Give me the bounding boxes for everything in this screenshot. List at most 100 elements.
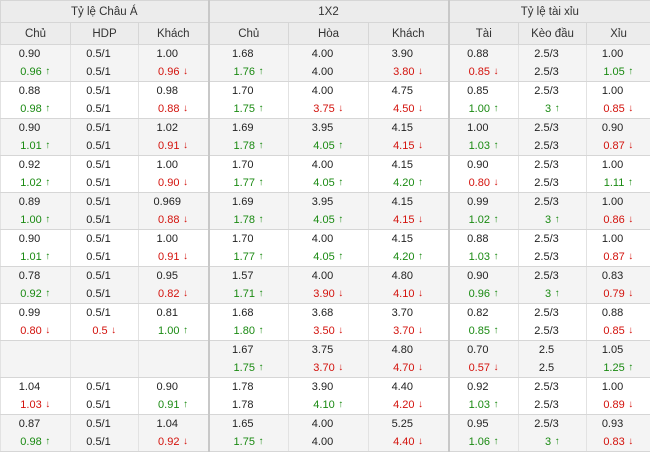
- odds-cell-hdp[interactable]: 0.5/1 0.5/1: [70, 81, 139, 119]
- odds-cell-asian-home[interactable]: 1.04 1.03 ↓: [0, 377, 71, 415]
- odds-cell-away-win[interactable]: 4.80 4.10 ↓: [368, 266, 450, 304]
- odds-cell-draw[interactable]: 4.00 4.00: [288, 44, 370, 82]
- odds-cell-away-win[interactable]: 4.15 4.20 ↑: [368, 229, 450, 267]
- odds-cell-opening-line[interactable]: 2.5/3 2.5/3: [518, 118, 588, 156]
- odds-cell-draw[interactable]: 3.95 4.05 ↑: [288, 192, 370, 230]
- odds-cell-home-win[interactable]: 1.57 1.71 ↑: [207, 266, 290, 304]
- odds-cell-hdp[interactable]: 0.5/1 0.5/1: [70, 229, 139, 267]
- odds-cell-over[interactable]: 0.90 0.96 ↑: [447, 266, 520, 304]
- odds-cell-asian-home[interactable]: [0, 340, 71, 378]
- odds-cell-asian-home[interactable]: 0.92 1.02 ↑: [0, 155, 71, 193]
- odds-cell-away-win[interactable]: 5.25 4.40 ↓: [368, 414, 450, 452]
- odds-cell-draw[interactable]: 4.00 4.05 ↑: [288, 155, 370, 193]
- odds-cell-asian-home[interactable]: 0.78 0.92 ↑: [0, 266, 71, 304]
- odds-cell-away-win[interactable]: 4.15 4.15 ↓: [368, 118, 450, 156]
- odds-cell-over[interactable]: 0.85 1.00 ↑: [447, 81, 520, 119]
- odds-row[interactable]: 0.90 1.01 ↑ 0.5/1 0.5/1 1.00 0.91 ↓ 1.70 1.77 ↑ 4.0…: [0, 229, 650, 267]
- odds-cell-under[interactable]: 1.00 0.89 ↓: [586, 377, 650, 415]
- odds-cell-draw[interactable]: 4.00 3.90 ↓: [288, 266, 370, 304]
- odds-cell-asian-away[interactable]: 0.81 1.00 ↑: [137, 303, 210, 341]
- odds-cell-opening-line[interactable]: 2.5/3 3 ↑: [518, 266, 588, 304]
- odds-cell-draw[interactable]: 3.95 4.05 ↑: [288, 118, 370, 156]
- odds-cell-asian-away[interactable]: 1.00 0.96 ↓: [137, 44, 210, 82]
- odds-cell-home-win[interactable]: 1.68 1.80 ↑: [207, 303, 290, 341]
- odds-cell-asian-home[interactable]: 0.90 0.96 ↑: [0, 44, 71, 82]
- odds-cell-hdp[interactable]: [70, 340, 139, 378]
- odds-cell-over[interactable]: 0.70 0.57 ↓: [447, 340, 520, 378]
- odds-cell-away-win[interactable]: 4.80 4.70 ↓: [368, 340, 450, 378]
- odds-cell-over[interactable]: 0.88 1.03 ↑: [447, 229, 520, 267]
- odds-cell-draw[interactable]: 3.90 4.10 ↑: [288, 377, 370, 415]
- odds-cell-hdp[interactable]: 0.5/1 0.5/1: [70, 266, 139, 304]
- odds-cell-asian-home[interactable]: 0.90 1.01 ↑: [0, 229, 71, 267]
- odds-cell-home-win[interactable]: 1.70 1.77 ↑: [207, 229, 290, 267]
- odds-cell-asian-away[interactable]: 0.969 0.88 ↓: [137, 192, 210, 230]
- odds-row[interactable]: 0.78 0.92 ↑ 0.5/1 0.5/1 0.95 0.82 ↓ 1.57 1.71 ↑ 4.0…: [0, 266, 650, 304]
- odds-cell-home-win[interactable]: 1.70 1.75 ↑: [207, 81, 290, 119]
- odds-row[interactable]: 0.99 0.80 ↓ 0.5/1 0.5 ↓ 0.81 1.00 ↑ 1.68 1.80 ↑ 3.68…: [0, 303, 650, 341]
- odds-cell-away-win[interactable]: 4.75 4.50 ↓: [368, 81, 450, 119]
- odds-cell-opening-line[interactable]: 2.5/3 3 ↑: [518, 192, 588, 230]
- odds-row[interactable]: 0.92 1.02 ↑ 0.5/1 0.5/1 1.00 0.90 ↓ 1.70 1.77 ↑ 4.0…: [0, 155, 650, 193]
- odds-cell-hdp[interactable]: 0.5/1 0.5/1: [70, 155, 139, 193]
- odds-cell-asian-home[interactable]: 0.88 0.98 ↑: [0, 81, 71, 119]
- odds-cell-hdp[interactable]: 0.5/1 0.5/1: [70, 414, 139, 452]
- odds-cell-draw[interactable]: 4.00 3.75 ↓: [288, 81, 370, 119]
- odds-cell-over[interactable]: 0.90 0.80 ↓: [447, 155, 520, 193]
- odds-cell-asian-away[interactable]: 0.95 0.82 ↓: [137, 266, 210, 304]
- odds-cell-asian-home[interactable]: 0.99 0.80 ↓: [0, 303, 71, 341]
- odds-cell-opening-line[interactable]: 2.5/3 2.5/3: [518, 44, 588, 82]
- odds-cell-under[interactable]: 0.83 0.79 ↓: [586, 266, 650, 304]
- odds-cell-hdp[interactable]: 0.5/1 0.5/1: [70, 44, 139, 82]
- odds-row[interactable]: 1.04 1.03 ↓ 0.5/1 0.5/1 0.90 0.91 ↑ 1.78 1.78 3.90…: [0, 377, 650, 415]
- odds-cell-asian-away[interactable]: 1.04 0.92 ↓: [137, 414, 210, 452]
- odds-cell-asian-home[interactable]: 0.89 1.00 ↑: [0, 192, 71, 230]
- odds-cell-under[interactable]: 0.90 0.87 ↓: [586, 118, 650, 156]
- odds-cell-home-win[interactable]: 1.68 1.76 ↑: [207, 44, 290, 82]
- odds-cell-away-win[interactable]: 4.40 4.20 ↓: [368, 377, 450, 415]
- odds-cell-over[interactable]: 0.92 1.03 ↑: [447, 377, 520, 415]
- odds-row[interactable]: 0.90 1.01 ↑ 0.5/1 0.5/1 1.02 0.91 ↓ 1.69 1.78 ↑ 3.9…: [0, 118, 650, 156]
- odds-cell-opening-line[interactable]: 2.5/3 2.5/3: [518, 155, 588, 193]
- odds-cell-hdp[interactable]: 0.5/1 0.5/1: [70, 192, 139, 230]
- odds-row[interactable]: 0.89 1.00 ↑ 0.5/1 0.5/1 0.969 0.88 ↓ 1.69 1.78 ↑ 3.…: [0, 192, 650, 230]
- odds-cell-home-win[interactable]: 1.70 1.77 ↑: [207, 155, 290, 193]
- odds-cell-asian-away[interactable]: 1.02 0.91 ↓: [137, 118, 210, 156]
- odds-cell-away-win[interactable]: 3.70 3.70 ↓: [368, 303, 450, 341]
- odds-cell-draw[interactable]: 3.68 3.50 ↓: [288, 303, 370, 341]
- odds-cell-asian-away[interactable]: [137, 340, 210, 378]
- odds-cell-under[interactable]: 1.00 0.86 ↓: [586, 192, 650, 230]
- odds-cell-opening-line[interactable]: 2.5/3 2.5/3: [518, 303, 588, 341]
- odds-cell-asian-away[interactable]: 0.90 0.91 ↑: [137, 377, 210, 415]
- odds-cell-opening-line[interactable]: 2.5/3 2.5/3: [518, 229, 588, 267]
- odds-cell-home-win[interactable]: 1.65 1.75 ↑: [207, 414, 290, 452]
- odds-cell-hdp[interactable]: 0.5/1 0.5/1: [70, 118, 139, 156]
- odds-cell-asian-away[interactable]: 1.00 0.91 ↓: [137, 229, 210, 267]
- odds-cell-over[interactable]: 0.82 0.85 ↑: [447, 303, 520, 341]
- odds-cell-asian-away[interactable]: 1.00 0.90 ↓: [137, 155, 210, 193]
- odds-cell-opening-line[interactable]: 2.5/3 2.5/3: [518, 377, 588, 415]
- odds-cell-home-win[interactable]: 1.69 1.78 ↑: [207, 118, 290, 156]
- odds-cell-under[interactable]: 1.05 1.25 ↑: [586, 340, 650, 378]
- odds-cell-under[interactable]: 1.00 1.11 ↑: [586, 155, 650, 193]
- odds-cell-under[interactable]: 1.00 0.87 ↓: [586, 229, 650, 267]
- odds-cell-asian-home[interactable]: 0.90 1.01 ↑: [0, 118, 71, 156]
- odds-cell-under[interactable]: 1.00 1.05 ↑: [586, 44, 650, 82]
- odds-row[interactable]: 0.87 0.98 ↑ 0.5/1 0.5/1 1.04 0.92 ↓ 1.65 1.75 ↑ 4.0…: [0, 414, 650, 452]
- odds-cell-away-win[interactable]: 4.15 4.20 ↑: [368, 155, 450, 193]
- odds-cell-away-win[interactable]: 3.90 3.80 ↓: [368, 44, 450, 82]
- odds-cell-opening-line[interactable]: 2.5/3 3 ↑: [518, 81, 588, 119]
- odds-cell-draw[interactable]: 3.75 3.70 ↓: [288, 340, 370, 378]
- odds-cell-draw[interactable]: 4.00 4.05 ↑: [288, 229, 370, 267]
- odds-cell-over[interactable]: 0.95 1.06 ↑: [447, 414, 520, 452]
- odds-cell-away-win[interactable]: 4.15 4.15 ↓: [368, 192, 450, 230]
- odds-row[interactable]: 0.90 0.96 ↑ 0.5/1 0.5/1 1.00 0.96 ↓ 1.68 1.76 ↑ 4.0…: [0, 44, 650, 82]
- odds-cell-over[interactable]: 1.00 1.03 ↑: [447, 118, 520, 156]
- odds-cell-under[interactable]: 0.88 0.85 ↓: [586, 303, 650, 341]
- odds-cell-asian-home[interactable]: 0.87 0.98 ↑: [0, 414, 71, 452]
- odds-cell-opening-line[interactable]: 2.5/3 3 ↑: [518, 414, 588, 452]
- odds-cell-draw[interactable]: 4.00 4.00: [288, 414, 370, 452]
- odds-cell-over[interactable]: 0.88 0.85 ↓: [447, 44, 520, 82]
- odds-cell-hdp[interactable]: 0.5/1 0.5/1: [70, 377, 139, 415]
- odds-row[interactable]: 0.88 0.98 ↑ 0.5/1 0.5/1 0.98 0.88 ↓ 1.70 1.75 ↑ 4.0…: [0, 81, 650, 119]
